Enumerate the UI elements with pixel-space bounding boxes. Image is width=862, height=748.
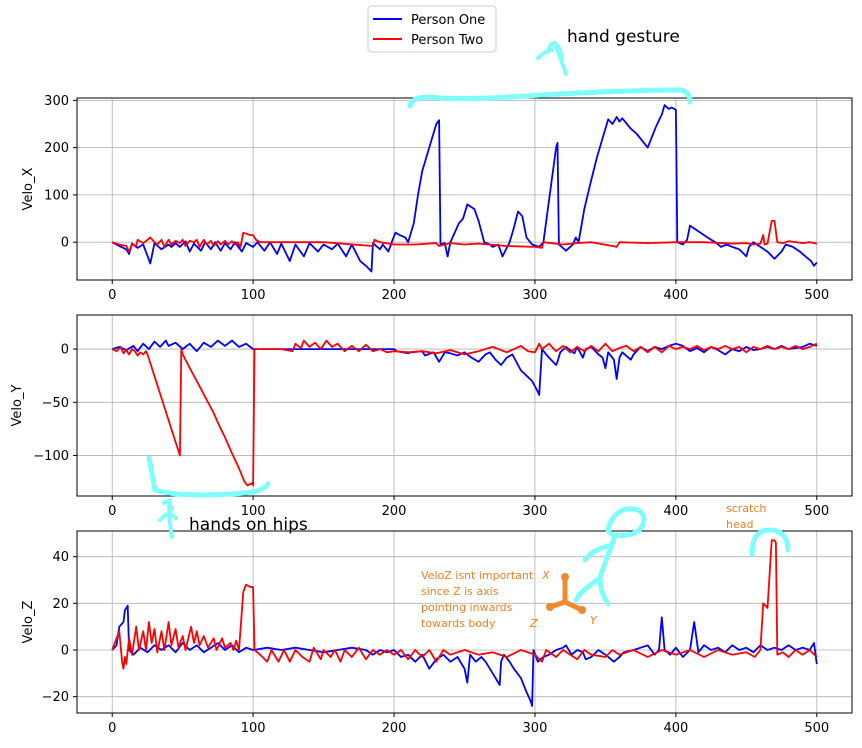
x-tick-label: 0 xyxy=(108,288,116,303)
y-tick-label: 300 xyxy=(44,94,69,109)
y-tick-label: 0 xyxy=(61,644,69,659)
annotation-head-text: head xyxy=(726,518,753,531)
legend-label-person-two: Person Two xyxy=(411,33,483,48)
y-tick-label: 0 xyxy=(61,343,69,358)
y-tick-label: 0 xyxy=(61,236,69,251)
x-tick-label: 0 xyxy=(108,721,116,736)
legend: Person One Person Two xyxy=(367,5,497,53)
plot-frame xyxy=(76,314,853,497)
note-line-4: towards body xyxy=(421,617,496,630)
annotation-stick-figure xyxy=(573,506,647,607)
y-axis-label: Velo_Y xyxy=(10,384,25,426)
annotation-scratch-text: scratch xyxy=(726,502,766,515)
y-tick-label: −50 xyxy=(42,396,69,411)
series-line-person-one xyxy=(111,339,818,396)
x-tick-label: 300 xyxy=(523,288,548,303)
series-line-person-two xyxy=(111,220,817,253)
x-tick-label: 500 xyxy=(804,288,829,303)
series-line-person-one xyxy=(111,604,818,707)
y-tick-label: −100 xyxy=(33,449,69,464)
axes-triad-y-tip xyxy=(578,606,586,614)
cyan-hand-to-head-icon xyxy=(749,527,791,558)
cyan-bracket-mid xyxy=(146,455,271,498)
series-line-person-two xyxy=(111,339,818,487)
axes-triad-x-label: X xyxy=(541,569,550,582)
x-tick-label: 100 xyxy=(241,288,266,303)
legend-label-person-one: Person One xyxy=(411,13,485,28)
x-tick-label: 400 xyxy=(663,288,688,303)
annotation-velo-z-note: VeloZ isnt important since Z is axis poi… xyxy=(421,569,534,630)
y-axis-label: Velo_Z xyxy=(21,600,36,643)
cyan-arrow-down-icon xyxy=(158,498,178,539)
annotation-axes-triad: X Y Z xyxy=(529,569,598,630)
x-tick-label: 200 xyxy=(382,504,407,519)
x-tick-label: 300 xyxy=(523,504,548,519)
note-line-2: since Z is axis xyxy=(421,585,499,598)
stick-figure-body-icon xyxy=(573,533,618,607)
annotation-scratch-head: scratch head xyxy=(726,502,791,558)
x-tick-label: 500 xyxy=(804,721,829,736)
x-tick-label: 0 xyxy=(108,504,116,519)
plot-frame xyxy=(76,530,853,714)
series-line-person-two xyxy=(111,539,818,670)
y-tick-label: 100 xyxy=(44,188,69,203)
annotation-hands-on-hips: hands on hips xyxy=(146,455,308,539)
x-tick-label: 300 xyxy=(523,721,548,736)
y-tick-label: 40 xyxy=(52,550,69,565)
x-tick-label: 100 xyxy=(241,504,266,519)
cyan-bracket-top xyxy=(407,87,693,109)
annotation-hand-gesture-text: hand gesture xyxy=(567,27,680,47)
axes-triad-x-tip xyxy=(561,573,569,581)
y-tick-label: 200 xyxy=(44,141,69,156)
legend-box xyxy=(367,5,497,53)
subplot-2: 0 100 200 300 400 500 0 −50 −100 Velo_Y xyxy=(10,314,853,519)
y-tick-label: 20 xyxy=(52,597,69,612)
note-line-3: pointing inwards xyxy=(421,601,513,614)
x-tick-label: 400 xyxy=(663,721,688,736)
x-tick-label: 400 xyxy=(663,504,688,519)
axes-triad-z-label: Z xyxy=(529,617,538,630)
x-tick-label: 200 xyxy=(382,721,407,736)
axes-triad-z-tip xyxy=(546,603,554,611)
y-tick-label: −20 xyxy=(42,690,69,705)
annotation-hand-gesture: hand gesture xyxy=(407,27,693,109)
x-tick-label: 500 xyxy=(804,504,829,519)
x-tick-label: 100 xyxy=(241,721,266,736)
note-line-1: VeloZ isnt important xyxy=(421,569,534,582)
y-axis-label: Velo_X xyxy=(21,167,36,210)
x-tick-label: 200 xyxy=(382,288,407,303)
annotation-hands-on-hips-text: hands on hips xyxy=(189,515,308,535)
axes-triad-y-label: Y xyxy=(590,614,598,627)
series-line-person-one xyxy=(111,104,818,273)
cyan-arrow-up-icon xyxy=(536,40,568,76)
